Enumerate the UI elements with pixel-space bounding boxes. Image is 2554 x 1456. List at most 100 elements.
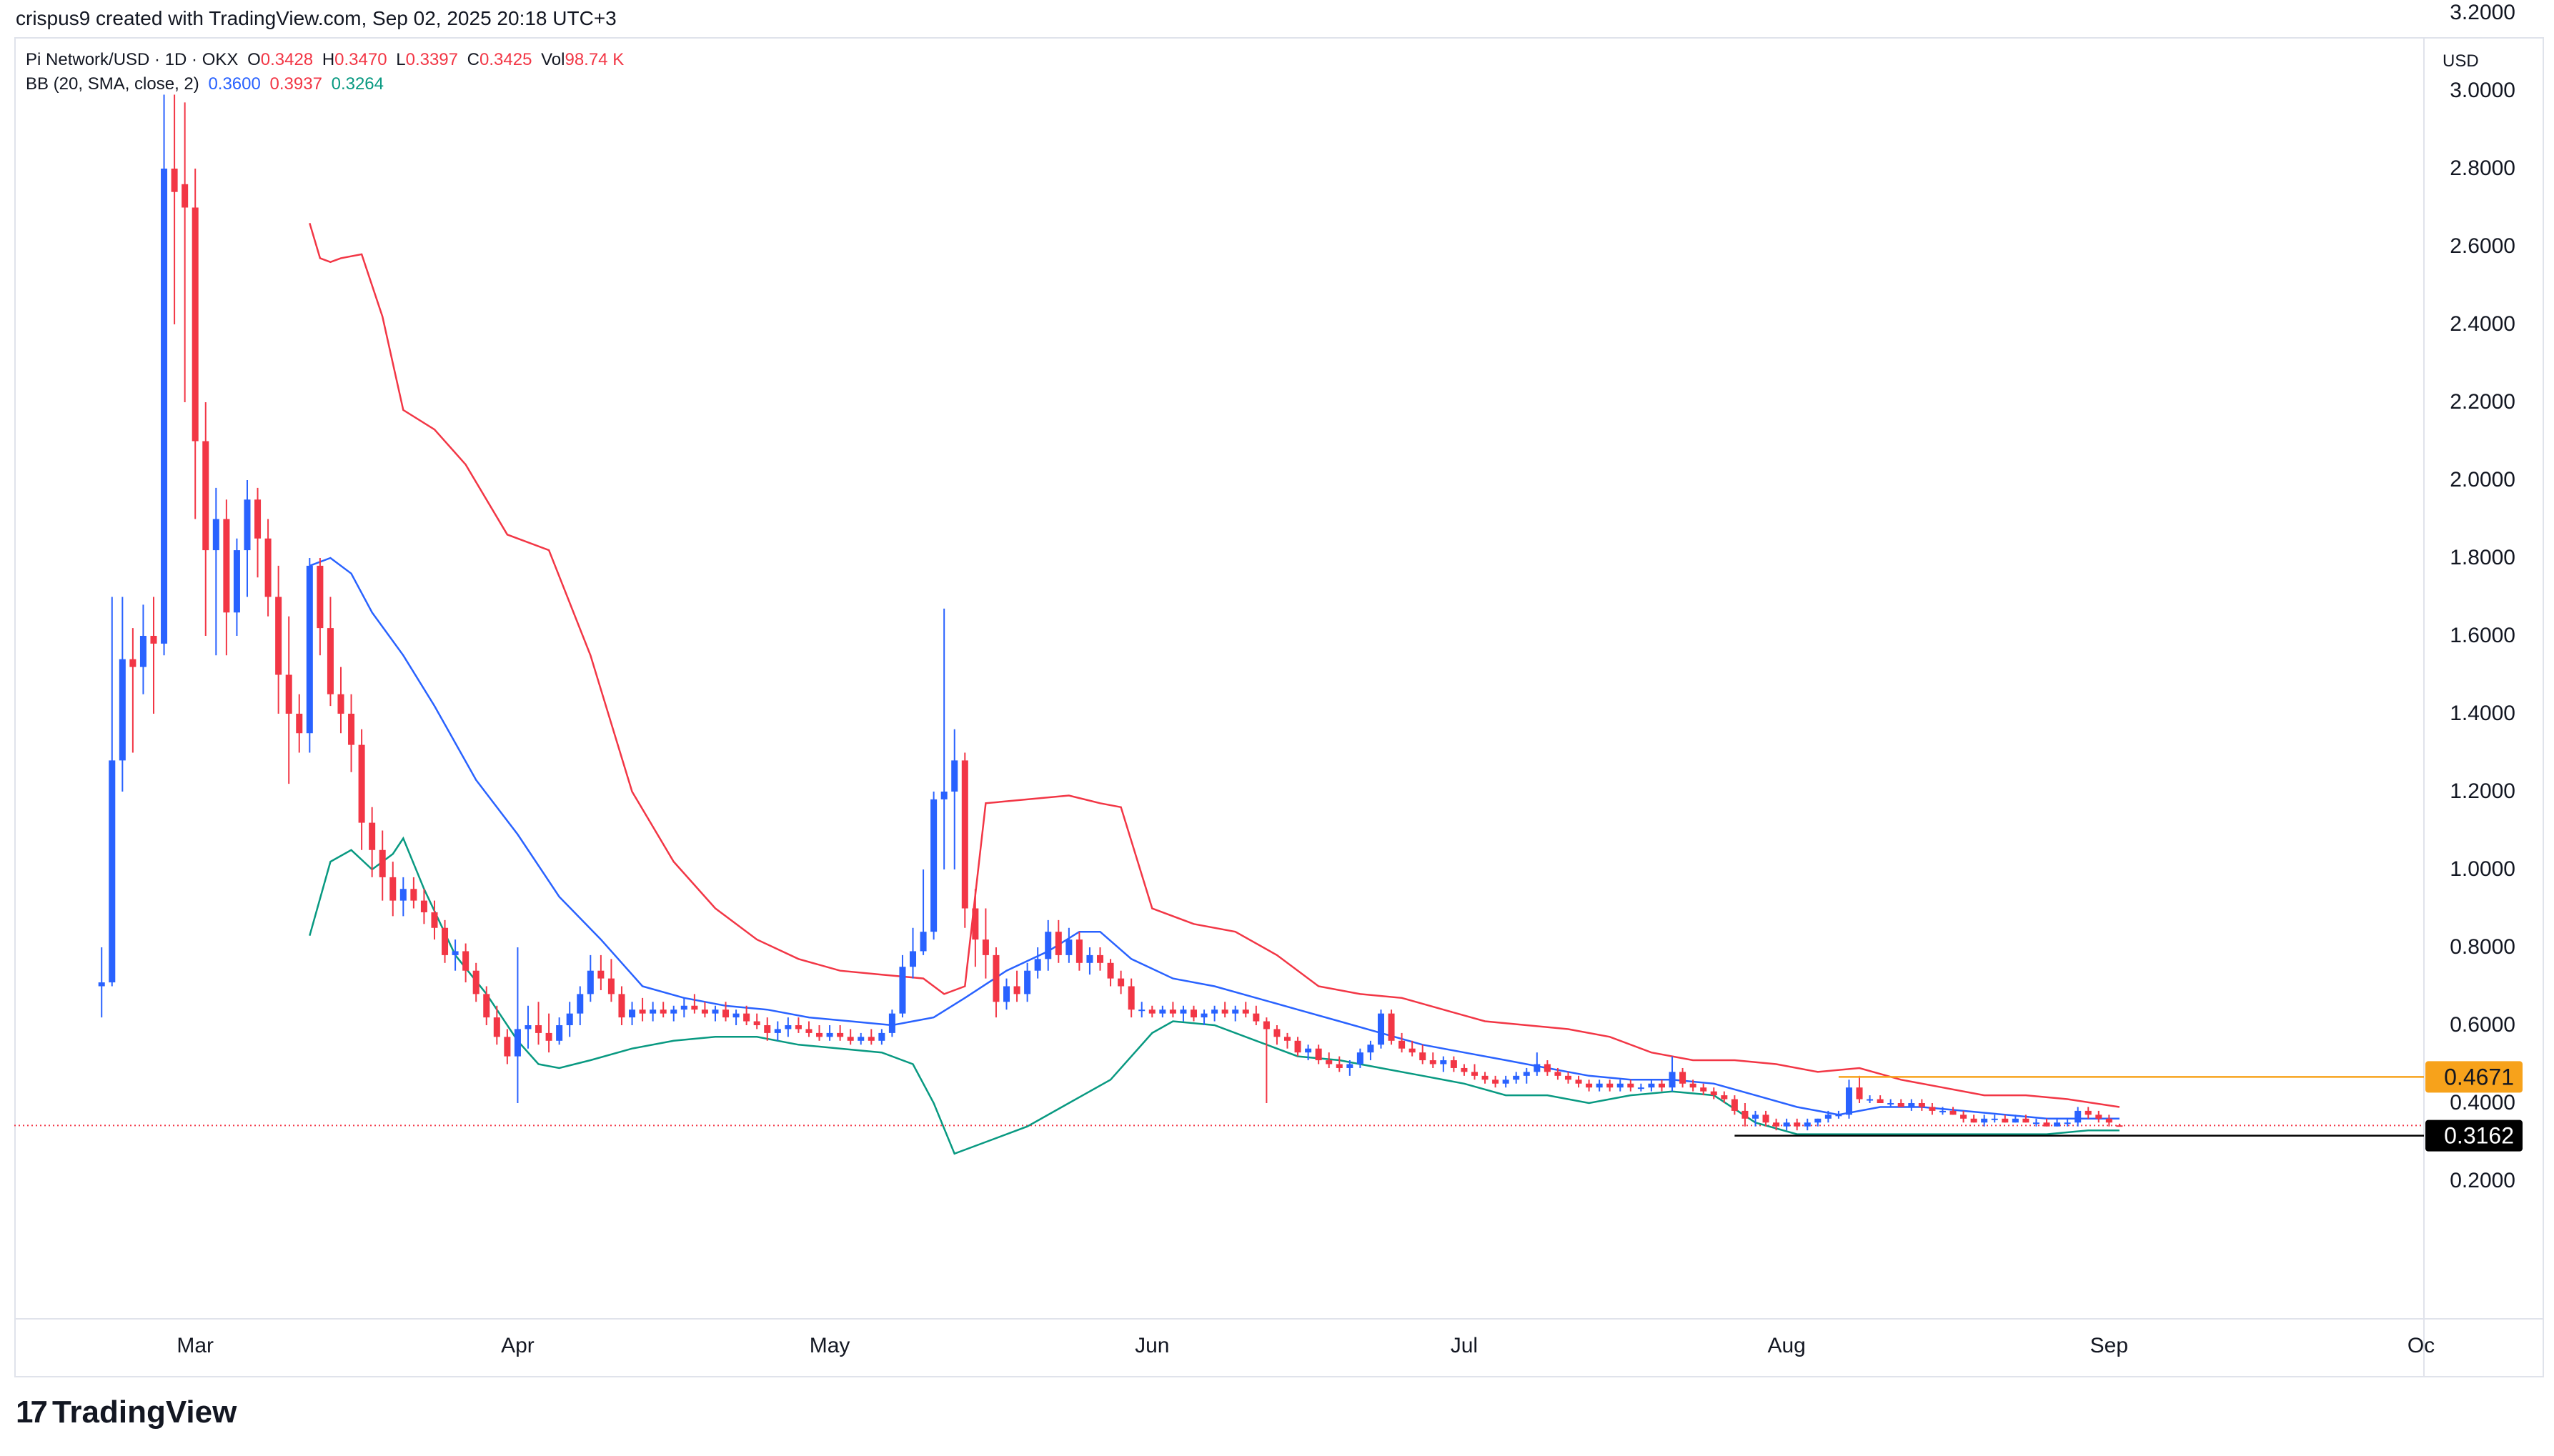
candle-body (1107, 962, 1114, 979)
tradingview-logo[interactable]: 17 TradingView (16, 1395, 237, 1430)
y-tick-label: 2.4000 (2450, 312, 2515, 336)
candle-body (2022, 1118, 2029, 1123)
candle-body (701, 1009, 708, 1014)
candle-body (753, 1021, 760, 1025)
candle-body (1118, 978, 1125, 987)
y-tick-label: 0.6000 (2450, 1013, 2515, 1037)
candle-body (847, 1037, 854, 1041)
candle-body (1305, 1048, 1312, 1053)
candle-body (1544, 1064, 1551, 1072)
candle-body (1627, 1083, 1634, 1088)
bb-middle-value: 0.3600 (208, 74, 261, 94)
candle-body (1689, 1083, 1696, 1088)
close-label: C (467, 50, 480, 69)
candle-body (1762, 1115, 1769, 1123)
candle-body (264, 538, 272, 597)
candle-body (930, 799, 938, 932)
candle-body (670, 1009, 677, 1014)
candle-body (1419, 1052, 1426, 1061)
candle-body (1700, 1087, 1707, 1092)
candle-body (1148, 1009, 1156, 1014)
x-tick-label: Jun (1135, 1334, 1169, 1357)
candle-body (1658, 1083, 1665, 1088)
y-tick-label: 2.6000 (2450, 234, 2515, 258)
candle-body (795, 1025, 802, 1029)
candle-body (1024, 970, 1031, 994)
candle-body (2043, 1122, 2050, 1127)
support-price-tag (2425, 1120, 2523, 1152)
y-tick-label: 1.6000 (2450, 624, 2515, 647)
candle-body (1835, 1115, 1842, 1117)
candle-body (660, 1009, 667, 1014)
candle-body (472, 970, 480, 994)
candle-body (556, 1025, 563, 1041)
candle-body (1201, 1013, 1208, 1018)
symbol-label[interactable]: Pi Network/USD · 1D · OKX (26, 50, 239, 69)
candle-body (972, 908, 979, 940)
x-tick-label: Jul (1451, 1334, 1478, 1357)
candle-body (993, 954, 1000, 1002)
candle-body (1159, 1009, 1166, 1014)
candle-body (1075, 939, 1083, 963)
candle-body (691, 1005, 698, 1010)
candle-body (888, 1013, 895, 1033)
open-value: 0.3428 (260, 50, 314, 69)
candle-body (1253, 1013, 1260, 1022)
candle-body (1523, 1072, 1530, 1076)
candle-body (139, 636, 146, 667)
candle-body (899, 967, 906, 1014)
candle-body (452, 951, 459, 955)
candle-body (358, 744, 365, 823)
candle-body (1918, 1103, 1925, 1107)
x-tick-label: Mar (177, 1334, 214, 1357)
candle-body (951, 760, 958, 792)
candle-body (1283, 1037, 1291, 1041)
candle-body (566, 1013, 573, 1025)
y-tick-label: 1.0000 (2450, 857, 2515, 881)
candle-body (1867, 1099, 1874, 1101)
y-tick-label: 1.2000 (2450, 779, 2515, 803)
candle-body (1751, 1115, 1759, 1119)
x-tick-label: Sep (2090, 1334, 2128, 1357)
candle-body (431, 912, 438, 928)
candle-body (1794, 1122, 1801, 1127)
candle-body (587, 970, 594, 994)
low-label: L (396, 50, 406, 69)
candle-body (119, 659, 126, 761)
candle-body (1804, 1122, 1811, 1127)
candle-body (837, 1032, 844, 1037)
candle-body (504, 1037, 511, 1057)
x-tick-label: Apr (501, 1334, 535, 1357)
tradingview-logo-text: TradingView (51, 1395, 237, 1430)
candle-body (410, 889, 417, 901)
candle-body (712, 1009, 719, 1014)
candle-body (2064, 1122, 2071, 1125)
candle-body (171, 169, 178, 192)
candle-body (722, 1009, 730, 1018)
candle-body (1034, 959, 1041, 971)
y-tick-label: 0.2000 (2450, 1169, 2515, 1192)
candle-body (202, 441, 209, 551)
candle-body (982, 939, 989, 955)
candle-body (1960, 1115, 1967, 1119)
candle-body (223, 519, 230, 613)
candle-body (816, 1032, 823, 1037)
candle-body (805, 1029, 813, 1033)
candle-body (389, 877, 397, 901)
candle-body (1981, 1118, 1988, 1123)
currency-label[interactable]: USD (2443, 51, 2479, 71)
candle-body (1169, 1009, 1176, 1014)
bb-label[interactable]: BB (20, SMA, close, 2) (26, 74, 199, 94)
y-tick-label: 0.8000 (2450, 935, 2515, 959)
candle-body (2002, 1118, 2009, 1123)
candle-body (2054, 1122, 2061, 1127)
candle-body (920, 932, 927, 952)
candle-body (1929, 1107, 1936, 1111)
candle-body (254, 499, 262, 539)
candle-body (1856, 1087, 1863, 1100)
candle-body (1513, 1075, 1520, 1080)
candle-body (1356, 1052, 1363, 1064)
high-label: H (322, 50, 335, 69)
y-tick-label: 1.4000 (2450, 702, 2515, 725)
